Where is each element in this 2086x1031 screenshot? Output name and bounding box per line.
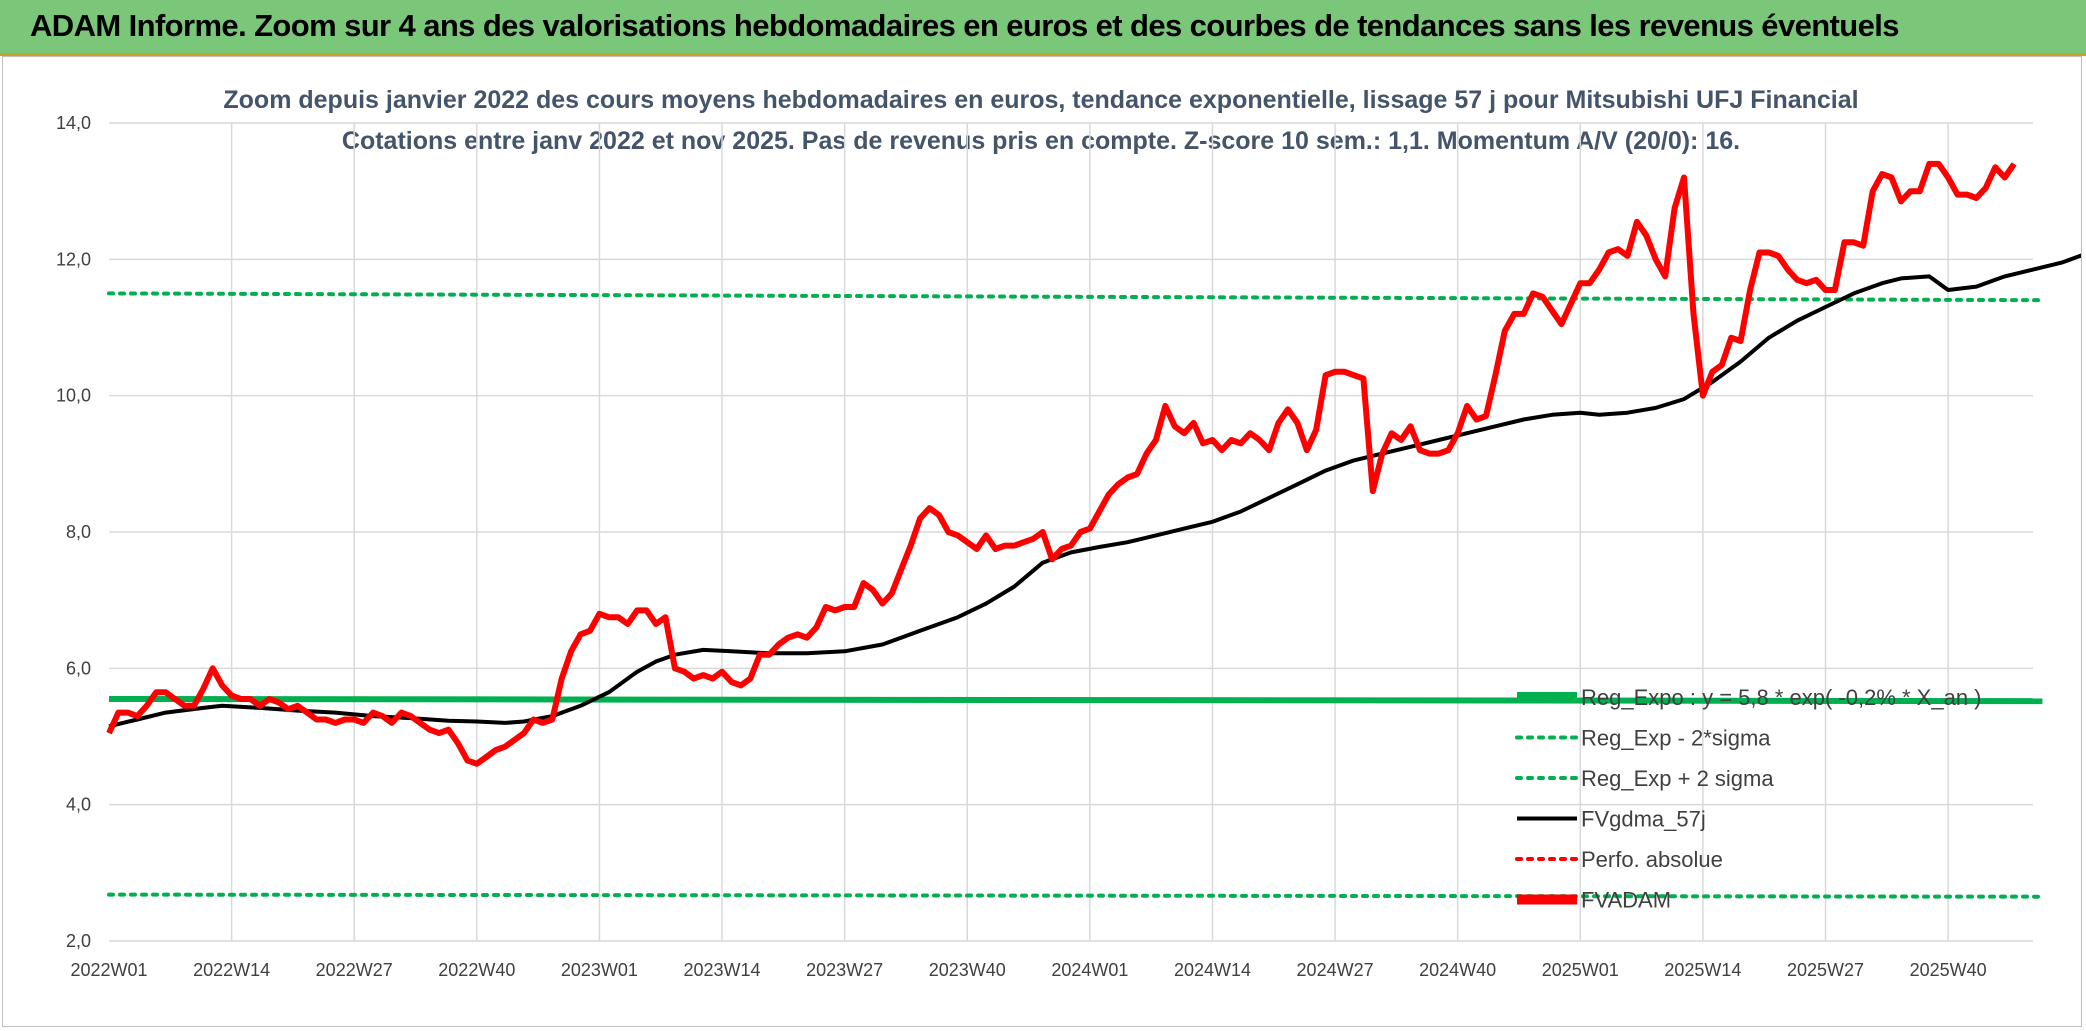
x-tick-label: 2023W14 [684,960,761,980]
y-tick-label: 14,0 [56,113,91,133]
x-tick-label: 2025W40 [1910,960,1987,980]
x-tick-label: 2023W27 [806,960,883,980]
x-tick-label: 2022W40 [438,960,515,980]
x-tick-label: 2024W01 [1051,960,1128,980]
x-tick-label: 2025W01 [1542,960,1619,980]
series-line-1 [107,892,2045,899]
x-tick-label: 2025W27 [1787,960,1864,980]
y-tick-label: 4,0 [66,795,91,815]
legend-label-2: Reg_Exp + 2 sigma [1581,766,1774,791]
x-tick-label: 2022W01 [70,960,147,980]
legend-label-4: Perfo. absolue [1581,847,1723,872]
legend-label-1: Reg_Exp - 2*sigma [1581,726,1771,751]
report-banner: ADAM Informe. Zoom sur 4 ans des valoris… [0,0,2086,56]
x-tick-label: 2023W40 [929,960,1006,980]
line-chart: Zoom depuis janvier 2022 des cours moyen… [56,86,2081,980]
series-lines [106,160,2081,899]
x-tick-label: 2023W01 [561,960,638,980]
legend-label-5: FVADAM [1581,888,1671,913]
x-tick-label: 2024W14 [1174,960,1251,980]
y-tick-label: 12,0 [56,249,91,269]
legend-label-3: FVgdma_57j [1581,807,1706,832]
report-title: ADAM Informe. Zoom sur 4 ans des valoris… [30,8,1900,43]
chart-frame: Zoom depuis janvier 2022 des cours moyen… [2,56,2082,1027]
series-line-2 [107,291,2045,303]
chart-title: Zoom depuis janvier 2022 des cours moyen… [223,86,1858,114]
series-line-3 [108,253,2081,729]
x-tick-label: 2022W14 [193,960,270,980]
series-line-0 [108,696,2043,705]
x-tick-label: 2024W40 [1419,960,1496,980]
y-tick-label: 6,0 [66,658,91,678]
y-tick-label: 2,0 [66,931,91,951]
legend-label-0: Reg_Expo : y = 5,8 * exp( -0,2% * X_an ) [1581,685,1982,710]
chart-subtitle: Cotations entre janv 2022 et nov 2025. P… [342,127,1740,155]
x-tick-label: 2022W27 [316,960,393,980]
series-line-5 [106,160,2017,767]
x-tick-label: 2025W14 [1664,960,1741,980]
y-tick-label: 8,0 [66,522,91,542]
legend: Reg_Expo : y = 5,8 * exp( -0,2% * X_an )… [1515,685,1982,913]
axis-labels: 2,0 4,0 6,0 8,0 10,0 12,0 14,0 2022W01 2022W14 20… [56,113,1987,980]
y-tick-label: 10,0 [56,386,91,406]
x-tick-label: 2024W27 [1297,960,1374,980]
grid [109,122,2033,942]
